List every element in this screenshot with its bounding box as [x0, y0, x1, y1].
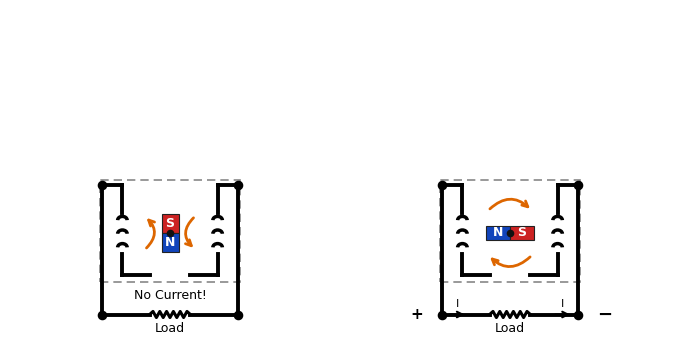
- Bar: [510, 226, 534, 240]
- Bar: [162, 214, 178, 233]
- Point: [573, 312, 583, 317]
- Bar: [486, 226, 510, 240]
- FancyBboxPatch shape: [101, 180, 239, 282]
- Point: [437, 183, 447, 188]
- Point: [97, 312, 107, 317]
- Text: −: −: [597, 306, 612, 323]
- Bar: [162, 233, 178, 252]
- Text: I: I: [561, 300, 564, 309]
- Point: [97, 183, 107, 188]
- Text: +: +: [411, 307, 423, 322]
- Text: N: N: [493, 226, 503, 239]
- Text: Load: Load: [495, 322, 525, 335]
- Text: Load: Load: [155, 322, 185, 335]
- FancyBboxPatch shape: [441, 180, 579, 282]
- Text: I: I: [456, 300, 459, 309]
- Text: No Current!: No Current!: [133, 289, 207, 302]
- Text: S: S: [517, 226, 526, 239]
- Point: [573, 183, 583, 188]
- Point: [505, 230, 515, 236]
- Point: [437, 312, 447, 317]
- Point: [233, 183, 243, 188]
- Text: S: S: [165, 217, 175, 230]
- Text: N: N: [165, 236, 175, 249]
- Point: [165, 230, 175, 236]
- Point: [233, 312, 243, 317]
